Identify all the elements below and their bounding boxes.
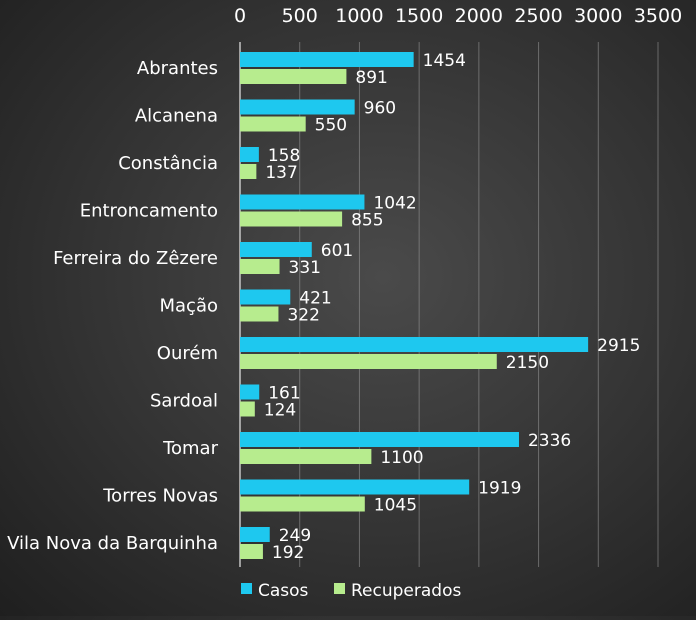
bar-recuperados: [240, 211, 343, 227]
data-label-casos: 2336: [528, 431, 571, 451]
legend-marker-casos: [241, 583, 252, 594]
x-tick-label: 1000: [335, 5, 383, 27]
bar-recuperados: [240, 401, 255, 417]
data-label-casos: 249: [279, 526, 311, 546]
category-label: Ourém: [157, 343, 218, 364]
bar-recuperados: [240, 306, 279, 322]
category-label: Alcanena: [135, 106, 218, 127]
data-label-casos: 960: [364, 99, 396, 119]
bar-casos: [240, 432, 519, 447]
data-label-recuperados: 192: [272, 543, 304, 563]
x-tick-label: 2500: [514, 5, 562, 27]
gridlines: [239, 42, 659, 567]
data-label-recuperados: 2150: [506, 353, 549, 373]
category-label: Mação: [160, 296, 219, 317]
bar-recuperados: [240, 449, 372, 464]
category-label: Sardoal: [150, 391, 218, 412]
bar-casos: [240, 337, 589, 352]
data-label-casos: 1042: [373, 194, 416, 214]
bar-recuperados: [240, 116, 306, 132]
data-label-recuperados: 137: [265, 163, 297, 183]
category-label: Abrantes: [137, 58, 218, 79]
x-tick-label: 3500: [634, 5, 682, 27]
data-label-recuperados: 550: [315, 116, 347, 136]
bar-recuperados: [240, 354, 497, 369]
bar-casos: [240, 289, 291, 305]
category-label: Tomar: [162, 438, 219, 459]
bars: [240, 52, 589, 559]
legend-marker-recuperados: [334, 583, 345, 594]
legend-label-casos: Casos: [258, 581, 309, 601]
bar-recuperados: [240, 164, 257, 179]
category-label: Ferreira do Zêzere: [53, 248, 218, 269]
x-tick-label: 500: [282, 5, 318, 27]
category-label: Entroncamento: [80, 201, 218, 222]
bar-recuperados: [240, 544, 263, 559]
data-label-recuperados: 855: [351, 211, 383, 231]
bar-recuperados: [240, 69, 347, 84]
data-label-recuperados: 322: [287, 306, 319, 326]
data-label-casos: 1454: [423, 51, 466, 71]
data-label-casos: 1919: [478, 479, 521, 499]
data-label-recuperados: 331: [289, 258, 321, 278]
data-label-recuperados: 1100: [380, 448, 423, 468]
x-tick-label: 0: [234, 5, 246, 27]
data-label-casos: 421: [299, 289, 331, 309]
bar-casos: [240, 99, 355, 115]
bar-recuperados: [240, 259, 280, 274]
bar-casos: [240, 527, 270, 542]
data-label-casos: 601: [321, 241, 353, 261]
data-label-casos: 158: [268, 146, 300, 166]
bar-casos: [240, 242, 312, 257]
category-label: Vila Nova da Barquinha: [7, 533, 218, 554]
category-axis: Abrantes Alcanena Constância Entroncamento F…: [7, 58, 218, 554]
category-label: Torres Novas: [102, 486, 218, 507]
x-tick-label: 1500: [395, 5, 443, 27]
data-label-casos: 161: [268, 384, 300, 404]
data-label-casos: 2915: [597, 336, 640, 356]
bar-casos: [240, 479, 470, 495]
data-label-recuperados: 124: [264, 401, 296, 421]
bar-casos: [240, 52, 414, 67]
category-label: Constância: [118, 153, 218, 174]
bar-casos: [240, 147, 259, 162]
legend-label-recuperados: Recuperados: [351, 581, 461, 601]
bar-casos: [240, 194, 365, 210]
x-tick-label: 2000: [455, 5, 503, 27]
legend: Casos Recuperados: [241, 581, 461, 601]
x-tick-label: 3000: [574, 5, 622, 27]
data-label-recuperados: 1045: [374, 496, 417, 516]
bar-casos: [240, 384, 260, 400]
bar-recuperados: [240, 496, 365, 512]
data-label-recuperados: 891: [355, 68, 387, 88]
x-axis-ticks: 0 500 1000 1500 2000 2500 3000 3500: [234, 5, 682, 27]
